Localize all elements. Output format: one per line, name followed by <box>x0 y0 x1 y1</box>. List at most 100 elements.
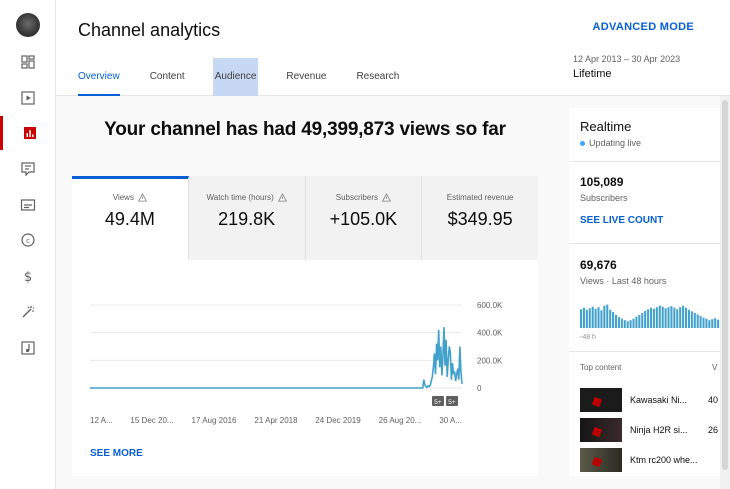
see-more-button[interactable]: SEE MORE <box>90 448 143 459</box>
hourly-bar <box>597 307 600 328</box>
metric-value: +105.0K <box>329 209 398 229</box>
tab-overview[interactable]: Overview <box>78 58 120 96</box>
warning-icon <box>277 193 287 202</box>
views-headline: Your channel has had 49,399,873 views so… <box>104 119 506 140</box>
video-marker-label: 5+ <box>448 399 456 406</box>
content-icon[interactable] <box>0 81 56 115</box>
divider <box>569 351 720 352</box>
hourly-bar <box>664 308 667 328</box>
hourly-bar <box>585 309 588 328</box>
hours-axis-label: -48 h <box>580 334 596 341</box>
live-dot-icon <box>580 140 585 146</box>
hourly-bar <box>711 319 714 328</box>
hourly-bar <box>699 316 702 328</box>
hourly-bar <box>673 307 676 328</box>
video-marker <box>432 396 444 406</box>
comments-icon[interactable] <box>0 152 56 186</box>
hourly-bar <box>687 309 690 328</box>
tab-revenue[interactable]: Revenue <box>286 71 327 82</box>
video-marker <box>446 396 458 406</box>
top-content-item[interactable]: Kawasaki Ni... 40 <box>580 388 720 412</box>
video-views: 26 <box>708 425 719 435</box>
views-series-line <box>90 327 463 389</box>
hourly-bar <box>629 320 632 328</box>
metric-watch-time[interactable]: Watch time (hours) 219.8K <box>189 176 306 260</box>
warning-icon <box>137 193 147 202</box>
hourly-bar <box>652 308 655 328</box>
audio-library-icon[interactable] <box>0 331 56 365</box>
top-content-label: Top content <box>580 363 622 372</box>
hourly-bar <box>615 315 618 328</box>
hourly-bar <box>717 319 720 328</box>
date-range[interactable]: 12 Apr 2013 – 30 Apr 2023 <box>573 54 681 64</box>
metric-label: Estimated revenue <box>446 193 514 202</box>
metric-tabs: Views 49.4M Watch time (hours) 219.8K Su… <box>72 176 538 260</box>
hourly-bar <box>702 317 705 328</box>
metric-label: Watch time (hours) <box>206 193 274 202</box>
metric-value: 219.8K <box>218 209 276 229</box>
hourly-bar <box>696 314 699 328</box>
hourly-bar <box>620 318 623 328</box>
page-header: Channel analytics ADVANCED MODE Overview… <box>56 0 730 96</box>
dashboard-icon[interactable] <box>0 45 56 79</box>
realtime-status-text: Updating live <box>589 138 642 148</box>
hourly-bar <box>591 306 594 328</box>
hourly-bar <box>638 315 641 328</box>
views-column-label: V <box>712 363 718 372</box>
metric-views[interactable]: Views 49.4M <box>72 176 189 260</box>
tab-research[interactable]: Research <box>356 71 400 82</box>
date-range-label[interactable]: Lifetime <box>573 68 612 80</box>
hourly-bar <box>650 307 653 328</box>
video-marker-label: 5+ <box>434 399 442 406</box>
video-title: Kawasaki Ni... <box>630 395 688 405</box>
tab-content[interactable]: Content <box>149 71 185 82</box>
hourly-bar <box>644 310 647 328</box>
hourly-bar <box>705 318 708 328</box>
realtime-title: Realtime <box>580 119 632 134</box>
realtime-subscribers: 105,089 <box>580 175 624 189</box>
subtitles-icon[interactable] <box>0 188 56 222</box>
x-tick-label: 17 Aug 2016 <box>192 416 237 425</box>
tab-audience[interactable]: Audience <box>212 58 259 96</box>
y-tick-label: 600.0K <box>477 301 503 310</box>
video-thumbnail <box>580 388 622 412</box>
metric-revenue[interactable]: Estimated revenue $349.95 <box>422 176 538 260</box>
earn-icon[interactable]: $ <box>0 259 56 293</box>
tab-bar: Overview Content Audience Revenue Resear… <box>78 58 429 96</box>
x-tick-label: 26 Aug 20... <box>379 416 422 425</box>
metric-subscribers[interactable]: Subscribers +105.0K <box>306 176 423 260</box>
hourly-bar <box>641 312 644 328</box>
advanced-mode-button[interactable]: ADVANCED MODE <box>592 21 694 33</box>
video-thumbnail <box>580 448 622 472</box>
hourly-bar <box>582 307 585 328</box>
realtime-card: Realtime Updating live 105,089 Subscribe… <box>569 108 720 476</box>
hourly-bar <box>679 307 682 328</box>
realtime-hourly-bars[interactable] <box>580 298 720 328</box>
divider <box>569 243 720 244</box>
hourly-bar <box>580 309 583 328</box>
hourly-bar <box>655 307 658 328</box>
realtime-subscribers-label: Subscribers <box>580 193 628 203</box>
customisation-icon[interactable] <box>0 295 56 329</box>
top-content-item[interactable]: Ktm rc200 whe... <box>580 448 720 472</box>
metric-label: Subscribers <box>335 193 378 202</box>
views-chart[interactable]: 600.0K 400.0K 200.0K 0 5+ 5+ 12 A... 15 Dec 20.… <box>72 260 538 476</box>
x-tick-label: 21 Apr 2018 <box>254 416 298 425</box>
top-content-item[interactable]: Ninja H2R si... 26 <box>580 418 720 442</box>
y-tick-label: 0 <box>477 384 482 393</box>
video-thumbnail <box>580 418 622 442</box>
video-title: Ninja H2R si... <box>630 425 688 435</box>
hourly-bar <box>667 307 670 328</box>
see-live-count-button[interactable]: SEE LIVE COUNT <box>580 215 664 226</box>
y-tick-label: 200.0K <box>477 356 503 365</box>
page-scrollbar-thumb[interactable] <box>722 100 728 470</box>
hourly-bar <box>690 311 693 328</box>
copyright-icon[interactable]: c <box>0 223 56 257</box>
hourly-bar <box>708 320 711 328</box>
analytics-icon[interactable] <box>0 116 56 150</box>
hourly-bar <box>626 321 629 328</box>
hourly-bar <box>714 318 717 328</box>
hourly-bar <box>632 318 635 328</box>
channel-avatar[interactable] <box>16 13 40 37</box>
realtime-views-label: Views · Last 48 hours <box>580 276 667 286</box>
